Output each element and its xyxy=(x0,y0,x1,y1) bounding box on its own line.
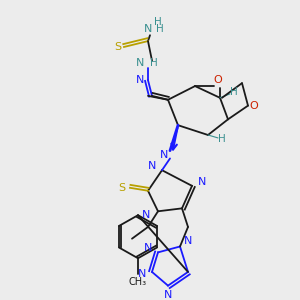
Text: N: N xyxy=(160,150,168,160)
Text: CH₃: CH₃ xyxy=(129,277,147,287)
Text: H: H xyxy=(150,58,158,68)
Text: N: N xyxy=(142,210,150,220)
Text: N: N xyxy=(148,161,156,171)
Text: H: H xyxy=(230,87,238,97)
Text: N: N xyxy=(184,236,192,246)
Text: N: N xyxy=(164,290,172,300)
Text: H: H xyxy=(156,24,164,34)
Text: N: N xyxy=(136,75,144,85)
Text: N: N xyxy=(144,244,152,254)
Text: H: H xyxy=(154,16,162,26)
Text: N: N xyxy=(198,177,206,187)
Text: N: N xyxy=(138,269,146,279)
Text: S: S xyxy=(118,183,126,193)
Text: S: S xyxy=(114,42,122,52)
Text: O: O xyxy=(214,75,222,85)
Text: O: O xyxy=(250,100,258,111)
Text: N: N xyxy=(144,24,152,34)
Text: N: N xyxy=(136,58,144,68)
Text: H: H xyxy=(218,134,226,144)
